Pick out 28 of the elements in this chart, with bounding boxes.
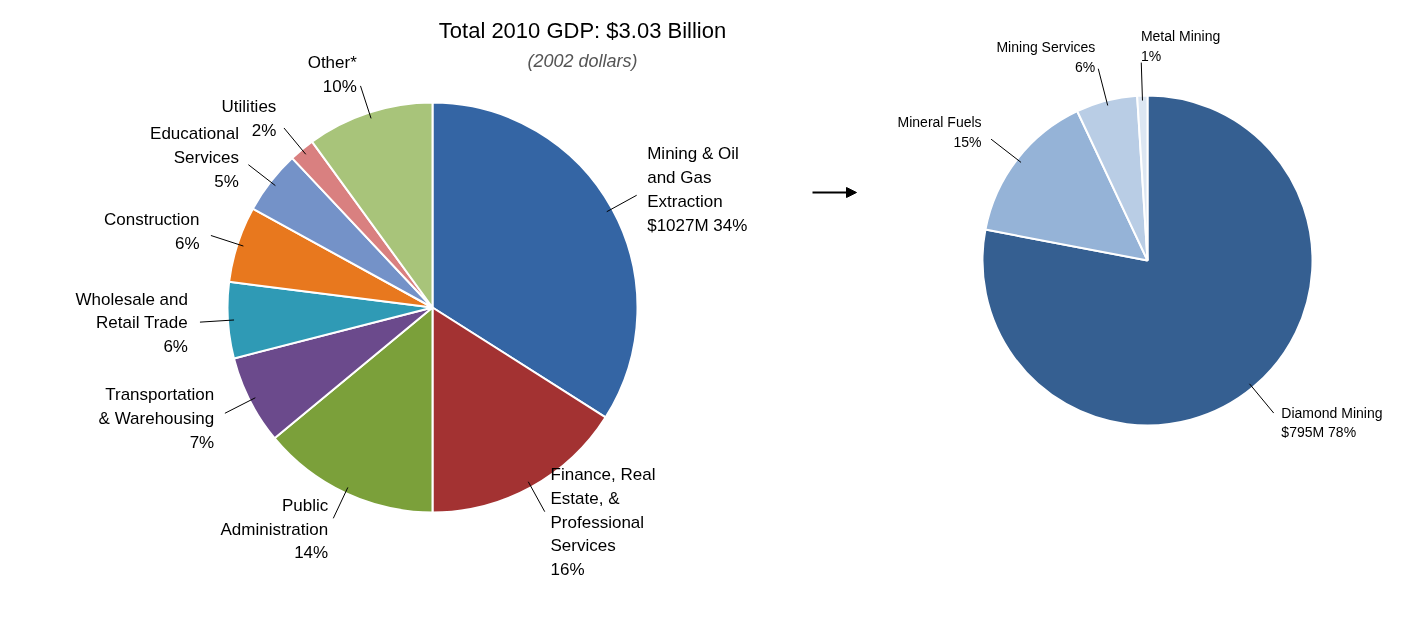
data-label: $1027M 34% <box>647 215 748 235</box>
slice-label: Mining & Oil and Gas Extraction <box>647 144 739 211</box>
data-label: 14% <box>294 543 329 563</box>
data-label: 6% <box>163 337 188 357</box>
slice-label: Transportation & Warehousing <box>98 385 215 429</box>
slice-label: Wholesale and Retail Trade <box>75 289 188 333</box>
slice-label: Public Administration <box>220 495 329 539</box>
data-label: 6% <box>1075 58 1096 75</box>
slice-label: Mineral Fuels <box>897 113 982 130</box>
slice-label: Other* <box>307 53 358 73</box>
data-label: 7% <box>189 433 215 453</box>
slice-label: Finance, Real Estate, & Professional Services <box>550 465 656 556</box>
slice-label: Metal Mining <box>1140 28 1221 44</box>
chart-title: Total 2010 GDP: $3.03 Billion <box>438 18 727 43</box>
data-label: 10% <box>322 76 357 96</box>
data-label: 6% <box>174 234 200 254</box>
slice-label: Educational Services <box>150 124 239 167</box>
data-label: 2% <box>251 121 277 141</box>
slice-label: Construction <box>104 210 200 230</box>
data-label: $795M 78% <box>1281 424 1357 441</box>
data-label: 15% <box>953 133 982 150</box>
data-label: 16% <box>550 560 585 580</box>
slice-label: Utilities <box>221 97 277 117</box>
chart-subtitle: (2002 dollars) <box>527 50 638 71</box>
data-label: 5% <box>214 171 239 191</box>
data-label: 1% <box>1140 47 1162 64</box>
slice-label: Mining Services <box>996 39 1096 56</box>
slice-label: Diamond Mining <box>1281 404 1383 421</box>
